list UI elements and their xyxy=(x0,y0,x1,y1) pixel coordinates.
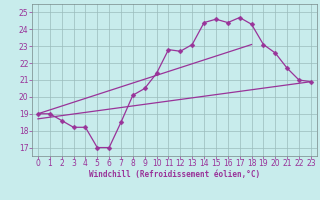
X-axis label: Windchill (Refroidissement éolien,°C): Windchill (Refroidissement éolien,°C) xyxy=(89,170,260,179)
